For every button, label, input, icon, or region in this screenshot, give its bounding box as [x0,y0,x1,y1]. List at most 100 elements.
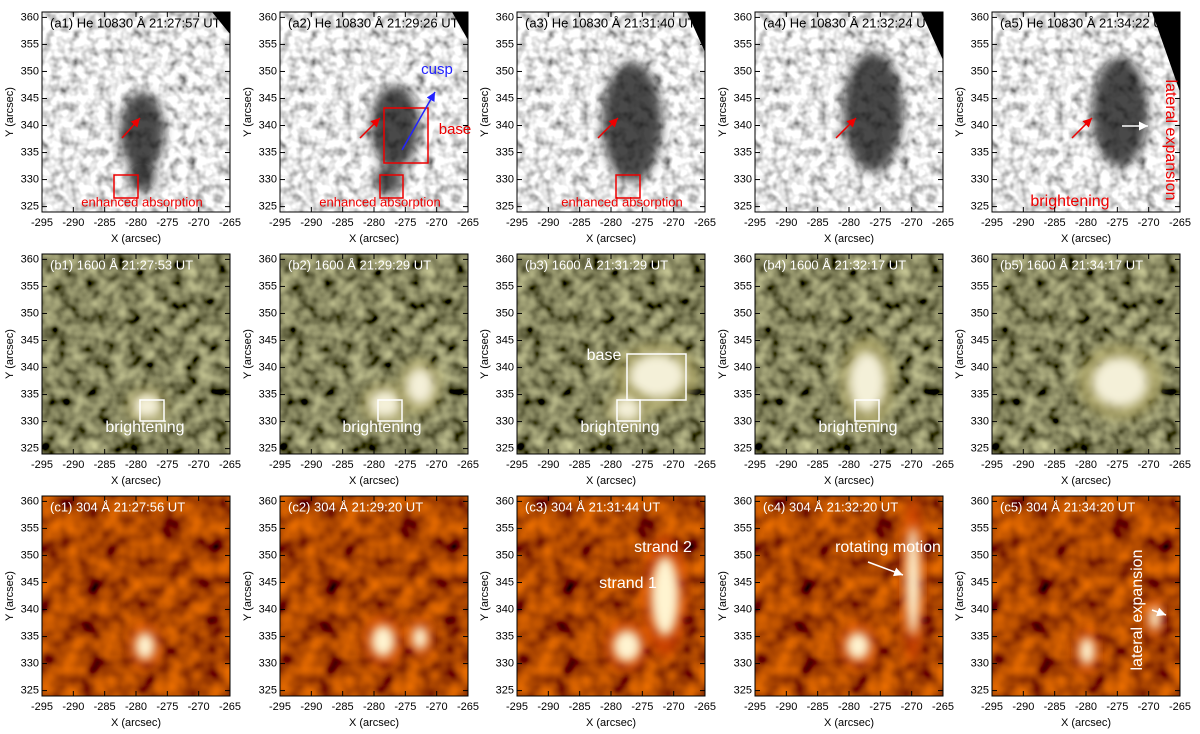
y-tick-label: 330 [971,657,989,669]
panel-image [280,496,468,696]
x-tick-label: -280 [600,459,622,471]
x-tick-label: -280 [363,701,385,713]
y-tick-label: 340 [496,603,514,615]
y-tick-label: 350 [496,549,514,561]
panel: (b2) 1600 Å 21:29:29 UT brightening -295 -2… [242,253,479,487]
x-tick-label: -280 [363,217,385,229]
panel-label: (a1) He 10830 Å 21:27:57 UT [50,15,221,30]
y-tick-label: 335 [971,630,989,642]
x-tick-label: -280 [1075,459,1097,471]
y-tick-label: 355 [496,522,514,534]
x-tick-label: -270 [426,701,448,713]
y-axis-label: Y (arcsec) [242,571,254,621]
y-tick-label: 345 [259,576,277,588]
y-tick-label: 325 [496,685,514,697]
x-tick-label: -280 [363,459,385,471]
y-tick-label: 345 [21,92,39,104]
x-tick-label: -285 [807,701,829,713]
panel: (b5) 1600 Å 21:34:17 UT-295 -290 -285 -280-… [954,253,1191,487]
y-tick-label: 340 [21,361,39,373]
y-tick-label: 345 [259,334,277,346]
annotation: brightening [580,419,659,436]
x-tick-label: -295 [506,459,528,471]
y-tick-label: 350 [971,307,989,319]
x-tick-label: -280 [600,701,622,713]
y-axis-label: Y (arcsec) [4,571,16,621]
y-axis-label: Y (arcsec) [4,329,16,379]
x-tick-label: -290 [1012,701,1034,713]
x-tick-label: -290 [537,217,559,229]
annotation: rotating motion [835,539,941,556]
y-tick-label: 355 [21,38,39,50]
x-tick-label: -285 [332,459,354,471]
panel-label: (b4) 1600 Å 21:32:17 UT [763,257,906,272]
x-tick-label: -280 [125,217,147,229]
x-tick-label: -265 [219,459,241,471]
panel-image [280,12,468,212]
panel-label: (c2) 304 Å 21:29:20 UT [288,499,423,514]
x-tick-label: -265 [457,701,479,713]
x-tick-label: -290 [1012,459,1034,471]
y-tick-label: 340 [259,119,277,131]
x-axis-label: X (arcsec) [349,717,399,729]
y-tick-label: 345 [496,334,514,346]
x-axis-label: X (arcsec) [111,233,161,245]
y-tick-label: 345 [21,334,39,346]
y-axis-label: Y (arcsec) [4,87,16,137]
y-tick-label: 325 [734,201,752,213]
y-tick-label: 350 [21,307,39,319]
y-tick-label: 325 [971,685,989,697]
y-tick-label: 360 [259,253,277,265]
x-tick-label: -295 [981,459,1003,471]
y-axis-label: Y (arcsec) [242,87,254,137]
x-tick-label: -285 [1044,217,1066,229]
x-tick-label: -275 [156,459,178,471]
y-tick-label: 345 [971,92,989,104]
arrow [359,117,381,139]
arrow [121,117,141,139]
y-tick-label: 330 [496,173,514,185]
y-tick-label: 330 [971,415,989,427]
x-tick-label: -275 [394,459,416,471]
y-tick-label: 360 [21,495,39,507]
x-tick-label: -285 [332,701,354,713]
panel-image [755,496,943,696]
x-axis-label: X (arcsec) [349,233,399,245]
y-tick-label: 345 [971,334,989,346]
x-tick-label: -295 [269,701,291,713]
x-tick-label: -290 [1012,217,1034,229]
arrow [1151,607,1167,617]
x-axis-label: X (arcsec) [824,233,874,245]
panel-image [42,12,230,212]
x-tick-label: -290 [775,459,797,471]
panel-label: (c3) 304 Å 21:31:44 UT [525,499,660,514]
x-tick-label: -285 [332,217,354,229]
annotation: enhanced absorption [319,194,440,209]
y-tick-label: 335 [734,146,752,158]
x-tick-label: -265 [694,701,716,713]
y-tick-label: 360 [496,495,514,507]
panel-image [42,254,230,454]
y-tick-label: 330 [496,657,514,669]
y-tick-label: 340 [259,603,277,615]
x-tick-label: -295 [506,217,528,229]
y-tick-label: 330 [734,173,752,185]
x-tick-label: -265 [932,701,954,713]
x-tick-label: -285 [94,459,116,471]
y-tick-label: 340 [971,361,989,373]
x-tick-label: -275 [156,217,178,229]
x-tick-label: -270 [1138,459,1160,471]
x-tick-label: -285 [807,217,829,229]
y-axis-label: Y (arcsec) [242,329,254,379]
y-tick-label: 330 [21,173,39,185]
y-tick-label: 340 [734,119,752,131]
y-axis-label: Y (arcsec) [479,329,491,379]
panel: (b1) 1600 Å 21:27:53 UT brightening -295 -2… [4,253,241,487]
x-tick-label: -270 [901,217,923,229]
x-tick-label: -295 [744,217,766,229]
annotation: base [587,347,622,364]
y-tick-label: 335 [21,630,39,642]
x-tick-label: -290 [300,459,322,471]
x-tick-label: -295 [744,701,766,713]
x-tick-label: -270 [663,459,685,471]
